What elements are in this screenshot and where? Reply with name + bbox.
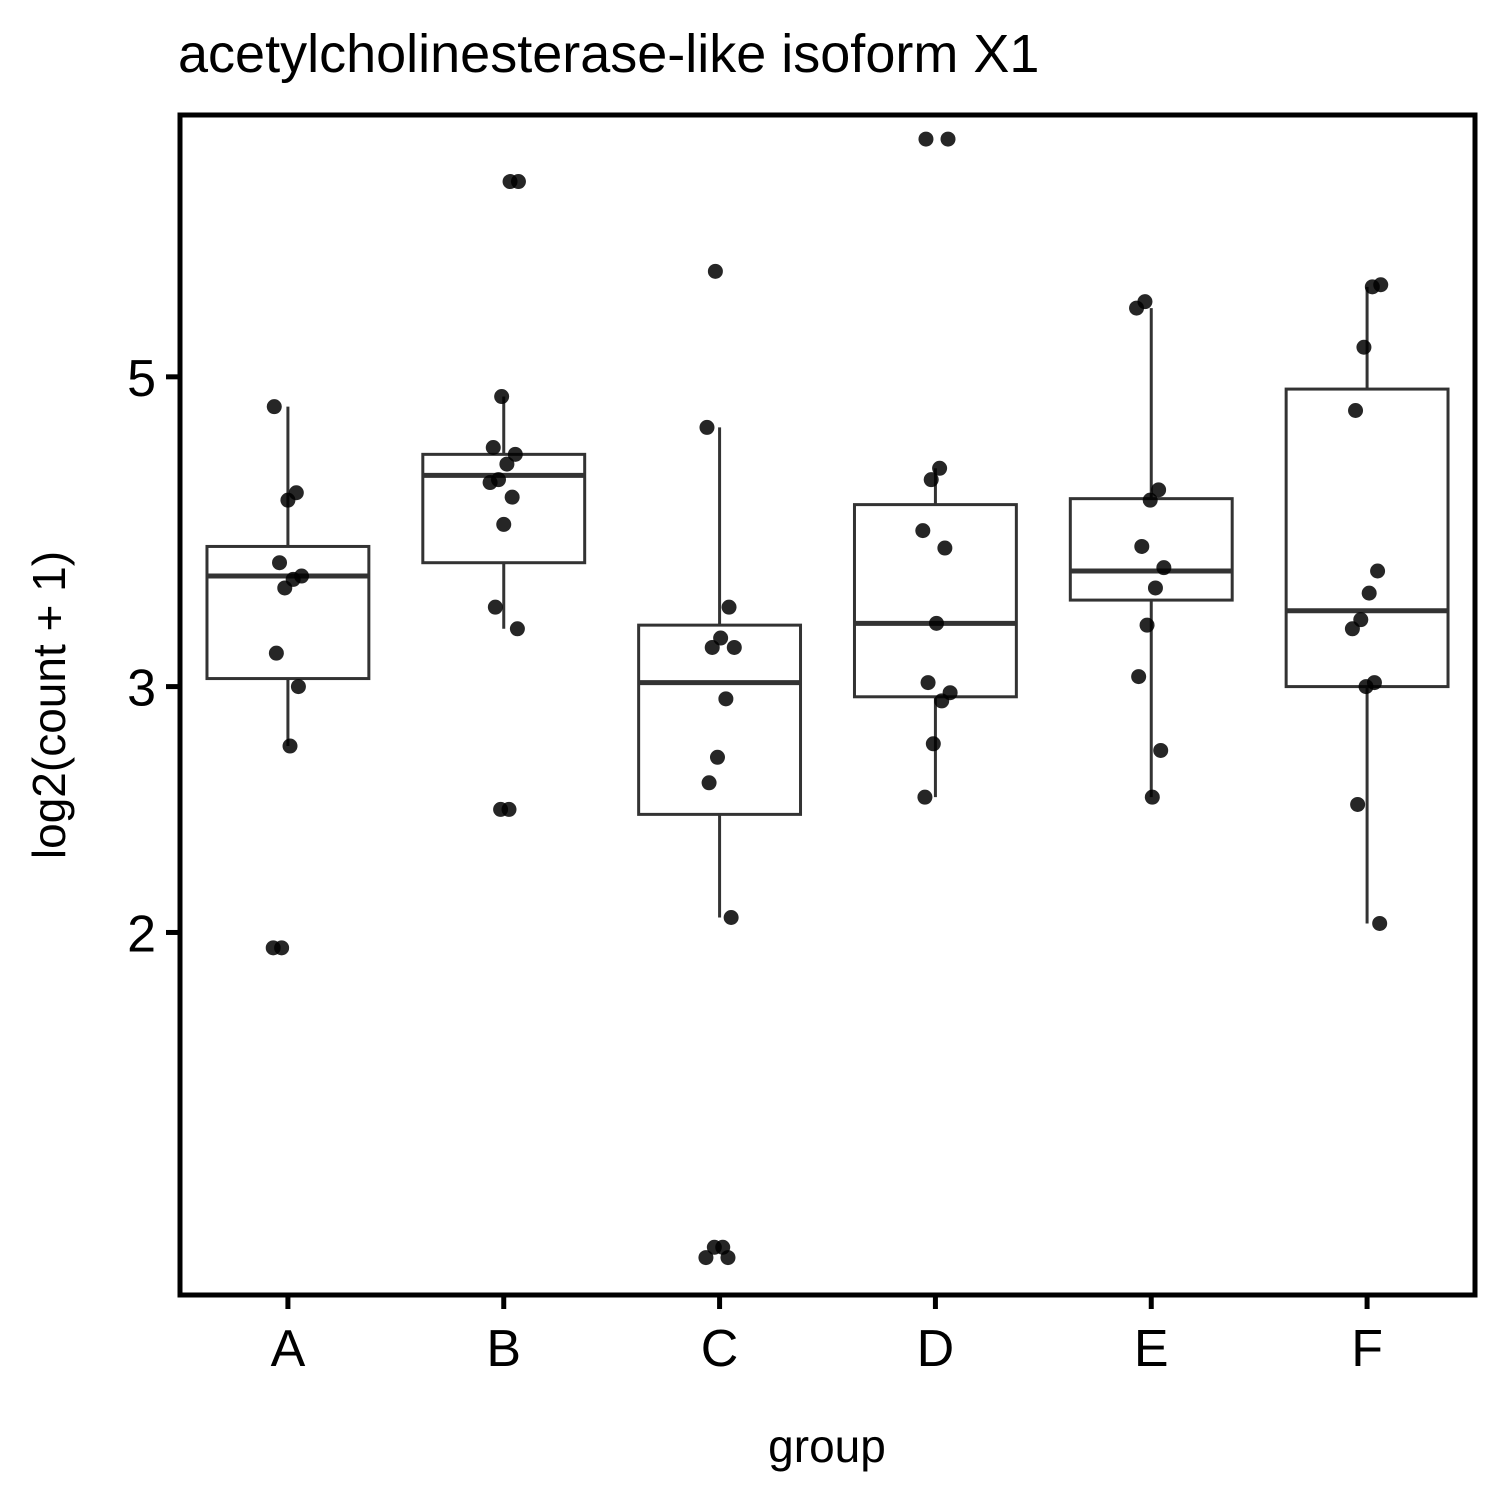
data-point (496, 516, 512, 532)
data-point (718, 691, 734, 707)
points-C (698, 263, 742, 1266)
x-tick-label: D (917, 1320, 955, 1378)
data-point (942, 685, 958, 701)
data-point (1361, 585, 1377, 601)
data-point (1350, 796, 1366, 812)
data-point (928, 615, 944, 631)
data-point (698, 1250, 714, 1266)
data-point (925, 736, 941, 752)
y-tick-label: 3 (127, 660, 156, 718)
data-point (272, 555, 288, 571)
data-point (290, 679, 306, 695)
data-point (723, 909, 739, 925)
data-point (274, 940, 290, 956)
data-point (920, 675, 936, 691)
data-point (282, 738, 298, 754)
y-axis-title: log2(count + 1) (23, 551, 75, 859)
data-point (937, 540, 953, 556)
data-point (713, 630, 729, 646)
data-point (1144, 789, 1160, 805)
data-point (268, 645, 284, 661)
data-point (917, 789, 933, 805)
data-point (1356, 339, 1372, 355)
data-point (507, 446, 523, 462)
data-point (1156, 560, 1172, 576)
x-tick-label: B (486, 1320, 521, 1378)
data-point (699, 419, 715, 435)
data-point (504, 489, 520, 505)
panel-border (177, 112, 1478, 1298)
data-point (1137, 294, 1153, 310)
data-point (709, 749, 725, 765)
data-point (510, 174, 526, 190)
box-body (205, 544, 371, 681)
data-point (1142, 492, 1158, 508)
data-point (940, 131, 956, 147)
box-body (421, 452, 587, 565)
data-point (1353, 612, 1369, 628)
data-point (1348, 402, 1364, 418)
chart-title: acetylcholinesterase-like isoform X1 (178, 24, 1039, 84)
data-point (1147, 580, 1163, 596)
data-point (915, 523, 931, 539)
data-point (701, 775, 717, 791)
axes: A B C D E F 2 3 5 (127, 350, 1383, 1378)
data-point (1139, 617, 1155, 633)
data-point (1366, 675, 1382, 691)
box-body (637, 623, 803, 816)
x-tick-label: E (1134, 1320, 1169, 1378)
data-point (715, 1239, 731, 1255)
points-E (1129, 294, 1172, 805)
x-tick-label: C (701, 1320, 739, 1378)
data-point (1151, 482, 1167, 498)
data-point (707, 263, 723, 279)
points-A (265, 399, 310, 956)
data-point (485, 439, 501, 455)
data-point (932, 460, 948, 476)
points-D (915, 131, 958, 805)
points-B (482, 174, 526, 817)
data-point (288, 485, 304, 501)
box-C (637, 427, 803, 918)
points-F (1344, 277, 1389, 931)
y-tick-label: 5 (127, 350, 156, 408)
data-point (1134, 538, 1150, 554)
data-point (491, 472, 506, 488)
data-point (487, 599, 503, 615)
x-tick-label: F (1351, 1320, 1383, 1378)
box-body (852, 503, 1018, 699)
data-point (923, 472, 939, 488)
data-point (1153, 742, 1169, 758)
data-point (1373, 277, 1389, 293)
data-point (721, 599, 737, 615)
data-point (501, 801, 517, 817)
data-point (509, 621, 525, 637)
x-axis-title: group (768, 1420, 886, 1472)
data-point (1372, 915, 1388, 931)
data-point (266, 399, 282, 415)
data-point (1370, 563, 1386, 579)
y-tick-label: 2 (127, 905, 156, 963)
data-point (494, 389, 510, 405)
plot-area (205, 131, 1450, 1266)
data-point (499, 456, 515, 472)
data-point (294, 568, 310, 584)
data-point (726, 639, 742, 655)
x-tick-label: A (271, 1320, 306, 1378)
data-point (918, 131, 934, 147)
data-point (1131, 669, 1147, 685)
